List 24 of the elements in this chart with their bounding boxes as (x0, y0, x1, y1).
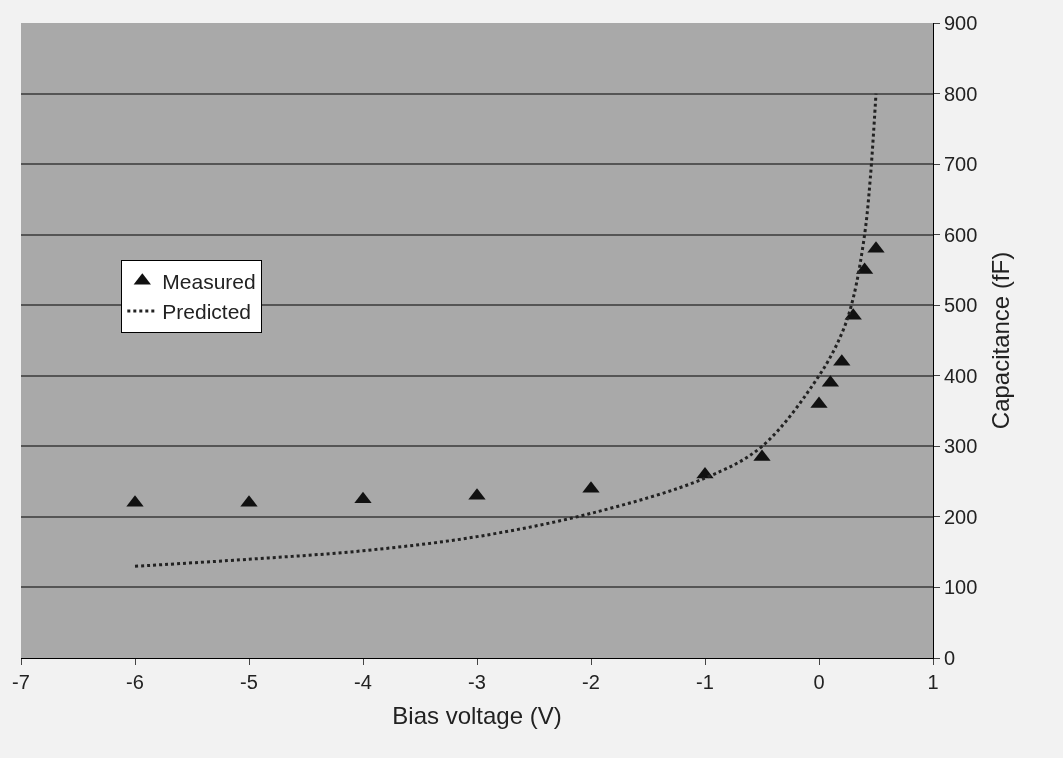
x-tick-label: -3 (468, 671, 486, 693)
legend-label: Measured (162, 269, 256, 293)
legend-label: Predicted (162, 300, 252, 324)
x-tick-label: 0 (813, 671, 825, 693)
y-tick-label: 500 (944, 294, 978, 317)
x-tick-label: -6 (126, 671, 144, 693)
y-tick-label: 900 (944, 12, 978, 34)
x-tick-label: -7 (12, 671, 30, 693)
x-tick-label: -5 (240, 671, 258, 693)
y-tick-label: 600 (944, 223, 978, 246)
line-series (133, 92, 878, 568)
x-tick-label: -4 (354, 671, 372, 693)
y-tick-label: 800 (944, 82, 978, 105)
y-tick-label: 200 (944, 505, 978, 528)
x-axis-title: Bias voltage (V) (392, 702, 562, 730)
y-tick-label: 300 (944, 435, 978, 458)
y-tick-label: 400 (944, 364, 978, 387)
y-axis-title: Capacitance (fF) (986, 251, 1014, 430)
x-tick-label: -1 (696, 671, 714, 693)
y-tick-label: 100 (944, 576, 978, 599)
x-tick-label: 1 (927, 671, 939, 693)
y-tick-label: 0 (944, 647, 956, 669)
x-tick-label: -2 (582, 671, 600, 693)
y-tick-label: 700 (944, 153, 978, 176)
